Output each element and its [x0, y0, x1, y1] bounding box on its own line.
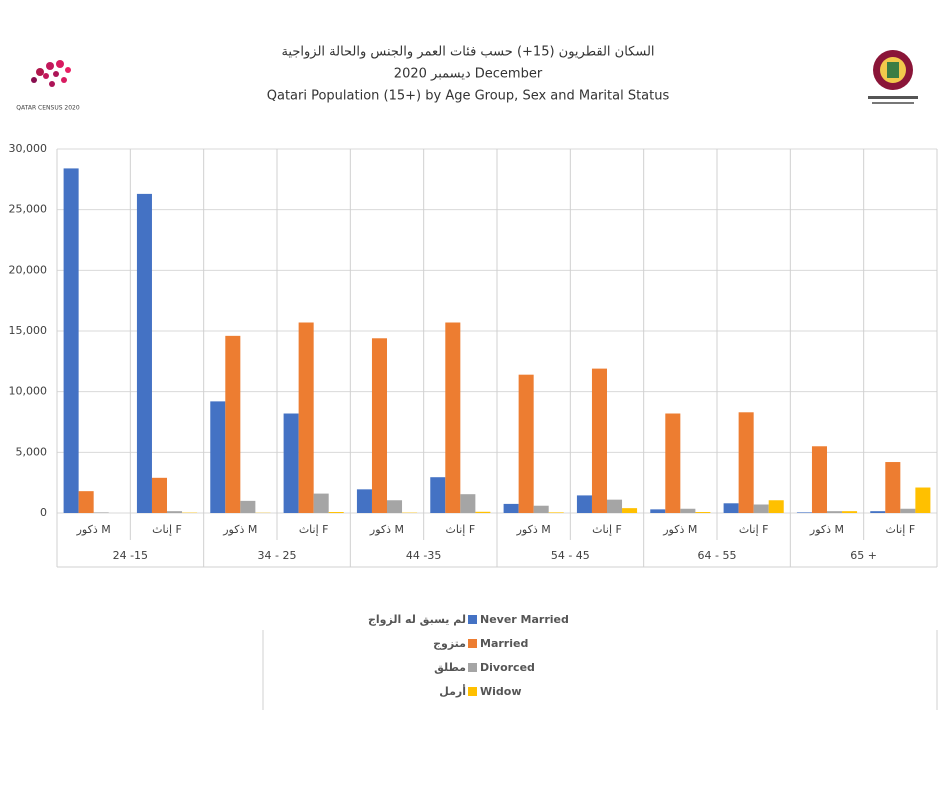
bar	[313, 493, 329, 513]
bar	[796, 512, 812, 513]
bar	[225, 335, 241, 513]
y-tick-label: 0	[40, 506, 47, 519]
bar	[151, 477, 167, 513]
bar	[63, 168, 79, 513]
group-label: 44 -35	[406, 549, 441, 562]
bar	[328, 512, 344, 513]
bar	[723, 503, 739, 513]
x-tick-label: ذكور M	[222, 523, 257, 536]
x-tick-label: ذكور M	[809, 523, 844, 536]
x-tick-label: ذكور M	[662, 523, 697, 536]
legend-label-ar: متزوج	[433, 637, 466, 651]
x-tick-label: ذكور M	[369, 523, 404, 536]
y-tick-label: 10,000	[9, 385, 48, 398]
bar	[283, 413, 299, 513]
legend-label: Married	[480, 637, 528, 650]
bar	[665, 413, 681, 513]
bar	[622, 508, 638, 513]
bar	[548, 512, 564, 513]
x-tick-label: إناث F	[592, 523, 622, 536]
bar	[445, 322, 461, 513]
bar	[650, 509, 666, 513]
x-tick-label: إناث F	[299, 523, 329, 536]
census-logo	[31, 60, 71, 87]
y-tick-label: 20,000	[9, 263, 48, 276]
legend-swatch	[468, 639, 477, 648]
bar	[387, 500, 403, 513]
x-tick-label: إناث F	[446, 523, 476, 536]
bar	[518, 374, 534, 513]
x-tick-label: إناث F	[152, 523, 182, 536]
bar	[356, 489, 372, 513]
legend-swatch	[468, 615, 477, 624]
bar	[738, 412, 754, 513]
bar	[768, 500, 784, 513]
logo-text: QATAR CENSUS 2020	[16, 105, 80, 112]
bar	[210, 401, 226, 513]
group-label: 64 - 55	[698, 549, 737, 562]
psa-logo	[868, 50, 918, 104]
bar	[811, 446, 827, 513]
bar	[591, 368, 607, 513]
bar	[240, 500, 256, 513]
bar	[78, 491, 94, 513]
bar	[503, 503, 519, 513]
legend-swatch	[468, 687, 477, 696]
bar	[753, 504, 769, 513]
legend-label: Never Married	[480, 613, 569, 626]
bar	[460, 494, 476, 513]
legend-label: Divorced	[480, 661, 535, 674]
legend-swatch	[468, 663, 477, 672]
x-tick-label: ذكور M	[76, 523, 111, 536]
bar	[298, 322, 314, 513]
group-label: 65 +	[850, 549, 877, 562]
group-label: 34 - 25	[258, 549, 297, 562]
bar	[430, 477, 446, 513]
y-tick-label: 30,000	[9, 142, 48, 155]
bar	[885, 462, 901, 513]
bar	[475, 511, 491, 513]
x-tick-label: إناث F	[739, 523, 769, 536]
bar	[900, 508, 916, 513]
bar	[93, 512, 109, 513]
legend-label-ar: مطلق	[434, 661, 466, 674]
bar	[842, 511, 858, 513]
bar	[915, 487, 931, 513]
bar	[533, 505, 549, 513]
legend-label-ar: لم يسبق له الزواج	[368, 613, 466, 627]
bar	[680, 508, 696, 513]
subtitle: ديسمبر 2020 December	[394, 67, 543, 82]
y-tick-label: 5,000	[16, 445, 48, 458]
title-en: Qatari Population (15+) by Age Group, Se…	[267, 89, 670, 104]
title-ar: السكان القطريون (15+) حسب فئات العمر وال…	[281, 45, 654, 60]
legend-label: Widow	[480, 685, 522, 698]
legend-label-ar: أرمل	[439, 684, 466, 698]
group-label: 24 -15	[113, 549, 148, 562]
bar	[576, 495, 592, 513]
bar	[167, 511, 183, 513]
y-tick-label: 15,000	[9, 324, 48, 337]
y-tick-label: 25,000	[9, 203, 48, 216]
bar	[371, 338, 387, 513]
bar	[870, 511, 886, 513]
bar	[136, 193, 152, 514]
x-tick-label: إناث F	[886, 523, 916, 536]
bar	[695, 512, 711, 513]
bar	[827, 511, 843, 513]
group-label: 54 - 45	[551, 549, 590, 562]
x-tick-label: ذكور M	[516, 523, 551, 536]
bar	[607, 499, 623, 513]
